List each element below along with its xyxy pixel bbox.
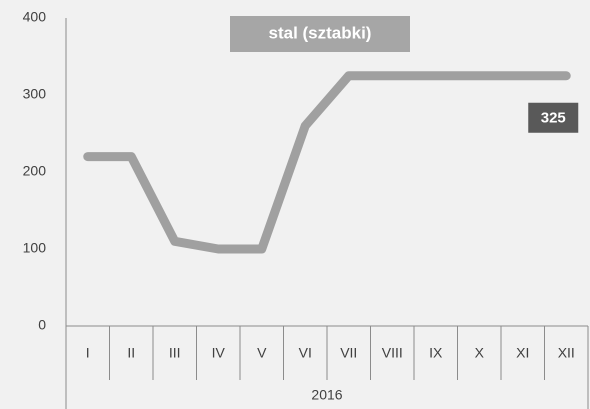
x-tick-label: VII xyxy=(340,345,357,361)
x-tick-label: X xyxy=(475,345,485,361)
y-tick-label: 0 xyxy=(38,317,46,333)
x-tick-label: V xyxy=(257,345,267,361)
x-tick-label: III xyxy=(169,345,181,361)
x-tick-label: I xyxy=(86,345,90,361)
x-tick-label: IX xyxy=(429,345,443,361)
x-tick-label: VI xyxy=(299,345,312,361)
x-tick-label: IV xyxy=(212,345,226,361)
y-tick-label: 300 xyxy=(23,86,47,102)
chart: stal (sztabki) 01002003004002016IIIIIIIV… xyxy=(0,0,590,409)
y-tick-label: 200 xyxy=(23,163,47,179)
chart-title: stal (sztabki) xyxy=(269,23,372,42)
y-tick-label: 100 xyxy=(23,240,47,256)
data-label: 325 xyxy=(541,110,566,127)
y-tick-label: 400 xyxy=(23,9,47,25)
x-group-label: 2016 xyxy=(311,387,342,403)
x-tick-label: XII xyxy=(558,345,575,361)
x-tick-label: II xyxy=(127,345,135,361)
x-tick-label: XI xyxy=(516,345,529,361)
x-tick-label: VIII xyxy=(382,345,403,361)
